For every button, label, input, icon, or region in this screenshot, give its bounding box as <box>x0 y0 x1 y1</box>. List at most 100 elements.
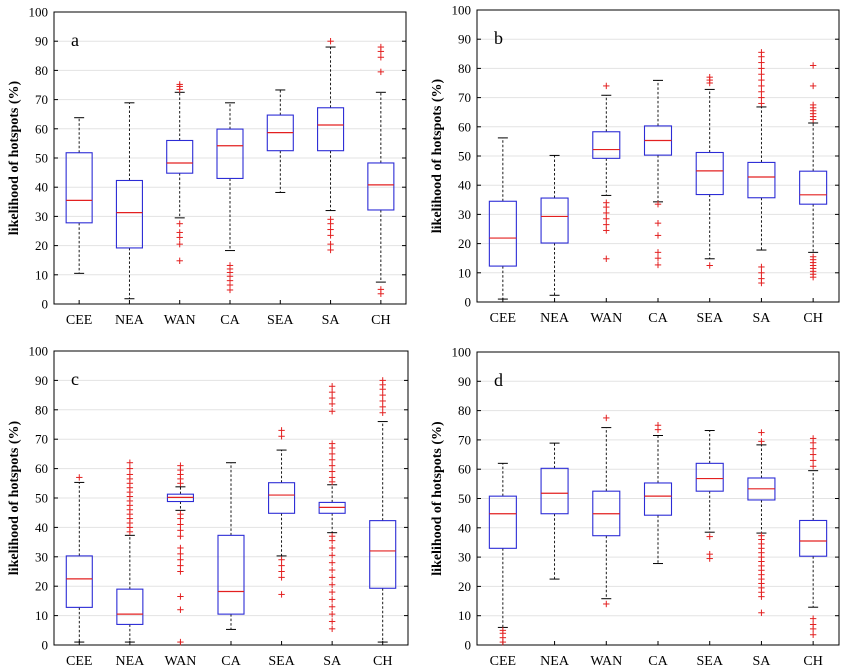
y-tick-label: 30 <box>35 209 48 224</box>
outlier-marker <box>706 262 713 269</box>
box-CEE <box>65 474 93 643</box>
outlier-marker <box>328 574 336 581</box>
y-tick-label: 60 <box>35 461 48 476</box>
y-tick-label: 40 <box>35 520 48 535</box>
x-tick-label: WAN <box>164 654 196 668</box>
outlier-marker <box>76 474 83 481</box>
box-iqr <box>217 534 245 615</box>
x-tick-label: CH <box>803 311 822 326</box>
box-iqr <box>799 170 828 205</box>
outlier-marker <box>809 253 817 260</box>
y-tick-label: 10 <box>35 267 48 282</box>
outlier-marker <box>809 457 817 464</box>
y-tick-label: 100 <box>29 5 49 20</box>
y-tick-label: 0 <box>42 638 49 653</box>
y-tick-label: 30 <box>458 207 471 222</box>
outlier-marker <box>177 606 184 613</box>
outlier-marker <box>327 226 334 233</box>
outlier-marker <box>328 603 336 610</box>
box-SA <box>747 49 776 287</box>
outlier-marker <box>278 427 285 434</box>
box-iqr <box>799 519 828 557</box>
outlier-marker <box>328 408 336 415</box>
box-SA <box>317 38 345 254</box>
outlier-marker <box>379 397 386 405</box>
box-CH <box>369 377 397 643</box>
box-NEA <box>116 459 144 643</box>
outlier-marker <box>706 550 713 558</box>
y-tick-label: 90 <box>35 34 48 49</box>
y-tick-label: 50 <box>35 491 48 506</box>
box-NEA <box>115 102 143 300</box>
outlier-marker <box>328 383 336 390</box>
box-iqr <box>115 179 143 249</box>
outlier-marker <box>809 445 817 452</box>
outlier-marker <box>328 450 336 458</box>
outlier-marker <box>809 101 817 109</box>
outlier-marker <box>379 403 386 411</box>
outlier-marker <box>278 556 285 563</box>
outlier-marker <box>176 81 183 88</box>
outlier-marker <box>328 400 336 408</box>
outlier-marker <box>379 391 386 399</box>
x-tick-label: SEA <box>696 654 723 668</box>
outlier-marker <box>758 94 765 101</box>
box-CEE <box>65 117 93 274</box>
outlier-marker <box>327 216 334 223</box>
outlier-marker <box>809 82 817 90</box>
outlier-marker <box>377 54 385 61</box>
x-tick-label: CA <box>220 313 240 328</box>
y-tick-label: 80 <box>458 403 471 418</box>
outlier-marker <box>328 544 336 552</box>
y-tick-label: 60 <box>458 462 471 477</box>
panel-a: 0 10 20 30 40 50 60 70 80 90 100 likelihood of hots… <box>7 5 407 328</box>
outlier-marker <box>126 465 134 472</box>
outlier-marker <box>328 625 336 633</box>
outlier-marker <box>177 568 184 575</box>
outlier-marker <box>377 286 385 293</box>
outlier-marker <box>706 533 713 540</box>
x-tick-label: NEA <box>115 654 145 668</box>
outlier-marker <box>758 65 765 72</box>
outlier-marker <box>758 609 765 616</box>
outlier-marker <box>328 468 336 475</box>
outlier-marker <box>809 62 817 69</box>
panel-b: 0 10 20 30 40 50 60 70 80 90 100 likelihood of hots… <box>430 3 840 326</box>
y-tick-label: 20 <box>458 236 471 251</box>
y-tick-label: 100 <box>452 3 472 18</box>
y-tick-label: 40 <box>458 178 471 193</box>
x-tick-label: SEA <box>268 654 295 668</box>
outlier-marker <box>328 533 336 540</box>
outlier-marker <box>328 566 336 574</box>
x-tick-label: CEE <box>66 654 92 668</box>
outlier-marker <box>603 414 610 422</box>
y-tick-label: 100 <box>452 345 472 360</box>
x-tick-label: CEE <box>490 311 516 326</box>
box-CA <box>217 462 245 630</box>
outlier-marker <box>177 462 184 469</box>
x-tick-label: CH <box>803 654 822 668</box>
outlier-marker <box>499 627 507 634</box>
y-tick-label: 20 <box>458 579 471 594</box>
y-tick-label: 50 <box>35 151 48 166</box>
y-tick-label: 80 <box>458 61 471 76</box>
box-WAN <box>592 414 621 608</box>
outlier-marker <box>758 532 765 539</box>
outlier-marker <box>327 246 334 254</box>
y-axis-label: likelihood of hotspots (%) <box>430 78 445 233</box>
box-iqr <box>65 555 93 608</box>
outlier-marker <box>328 462 336 469</box>
box-WAN <box>166 81 194 264</box>
box-iqr <box>540 467 569 515</box>
outlier-marker <box>226 262 234 269</box>
outlier-marker <box>278 562 285 569</box>
outlier-marker <box>654 422 662 429</box>
outlier-marker <box>126 471 134 478</box>
outlier-marker <box>706 73 713 81</box>
x-tick-label: SEA <box>696 311 723 326</box>
y-tick-label: 30 <box>458 550 471 565</box>
outlier-marker <box>177 544 184 552</box>
outlier-marker <box>377 43 385 51</box>
outlier-marker <box>758 438 765 445</box>
